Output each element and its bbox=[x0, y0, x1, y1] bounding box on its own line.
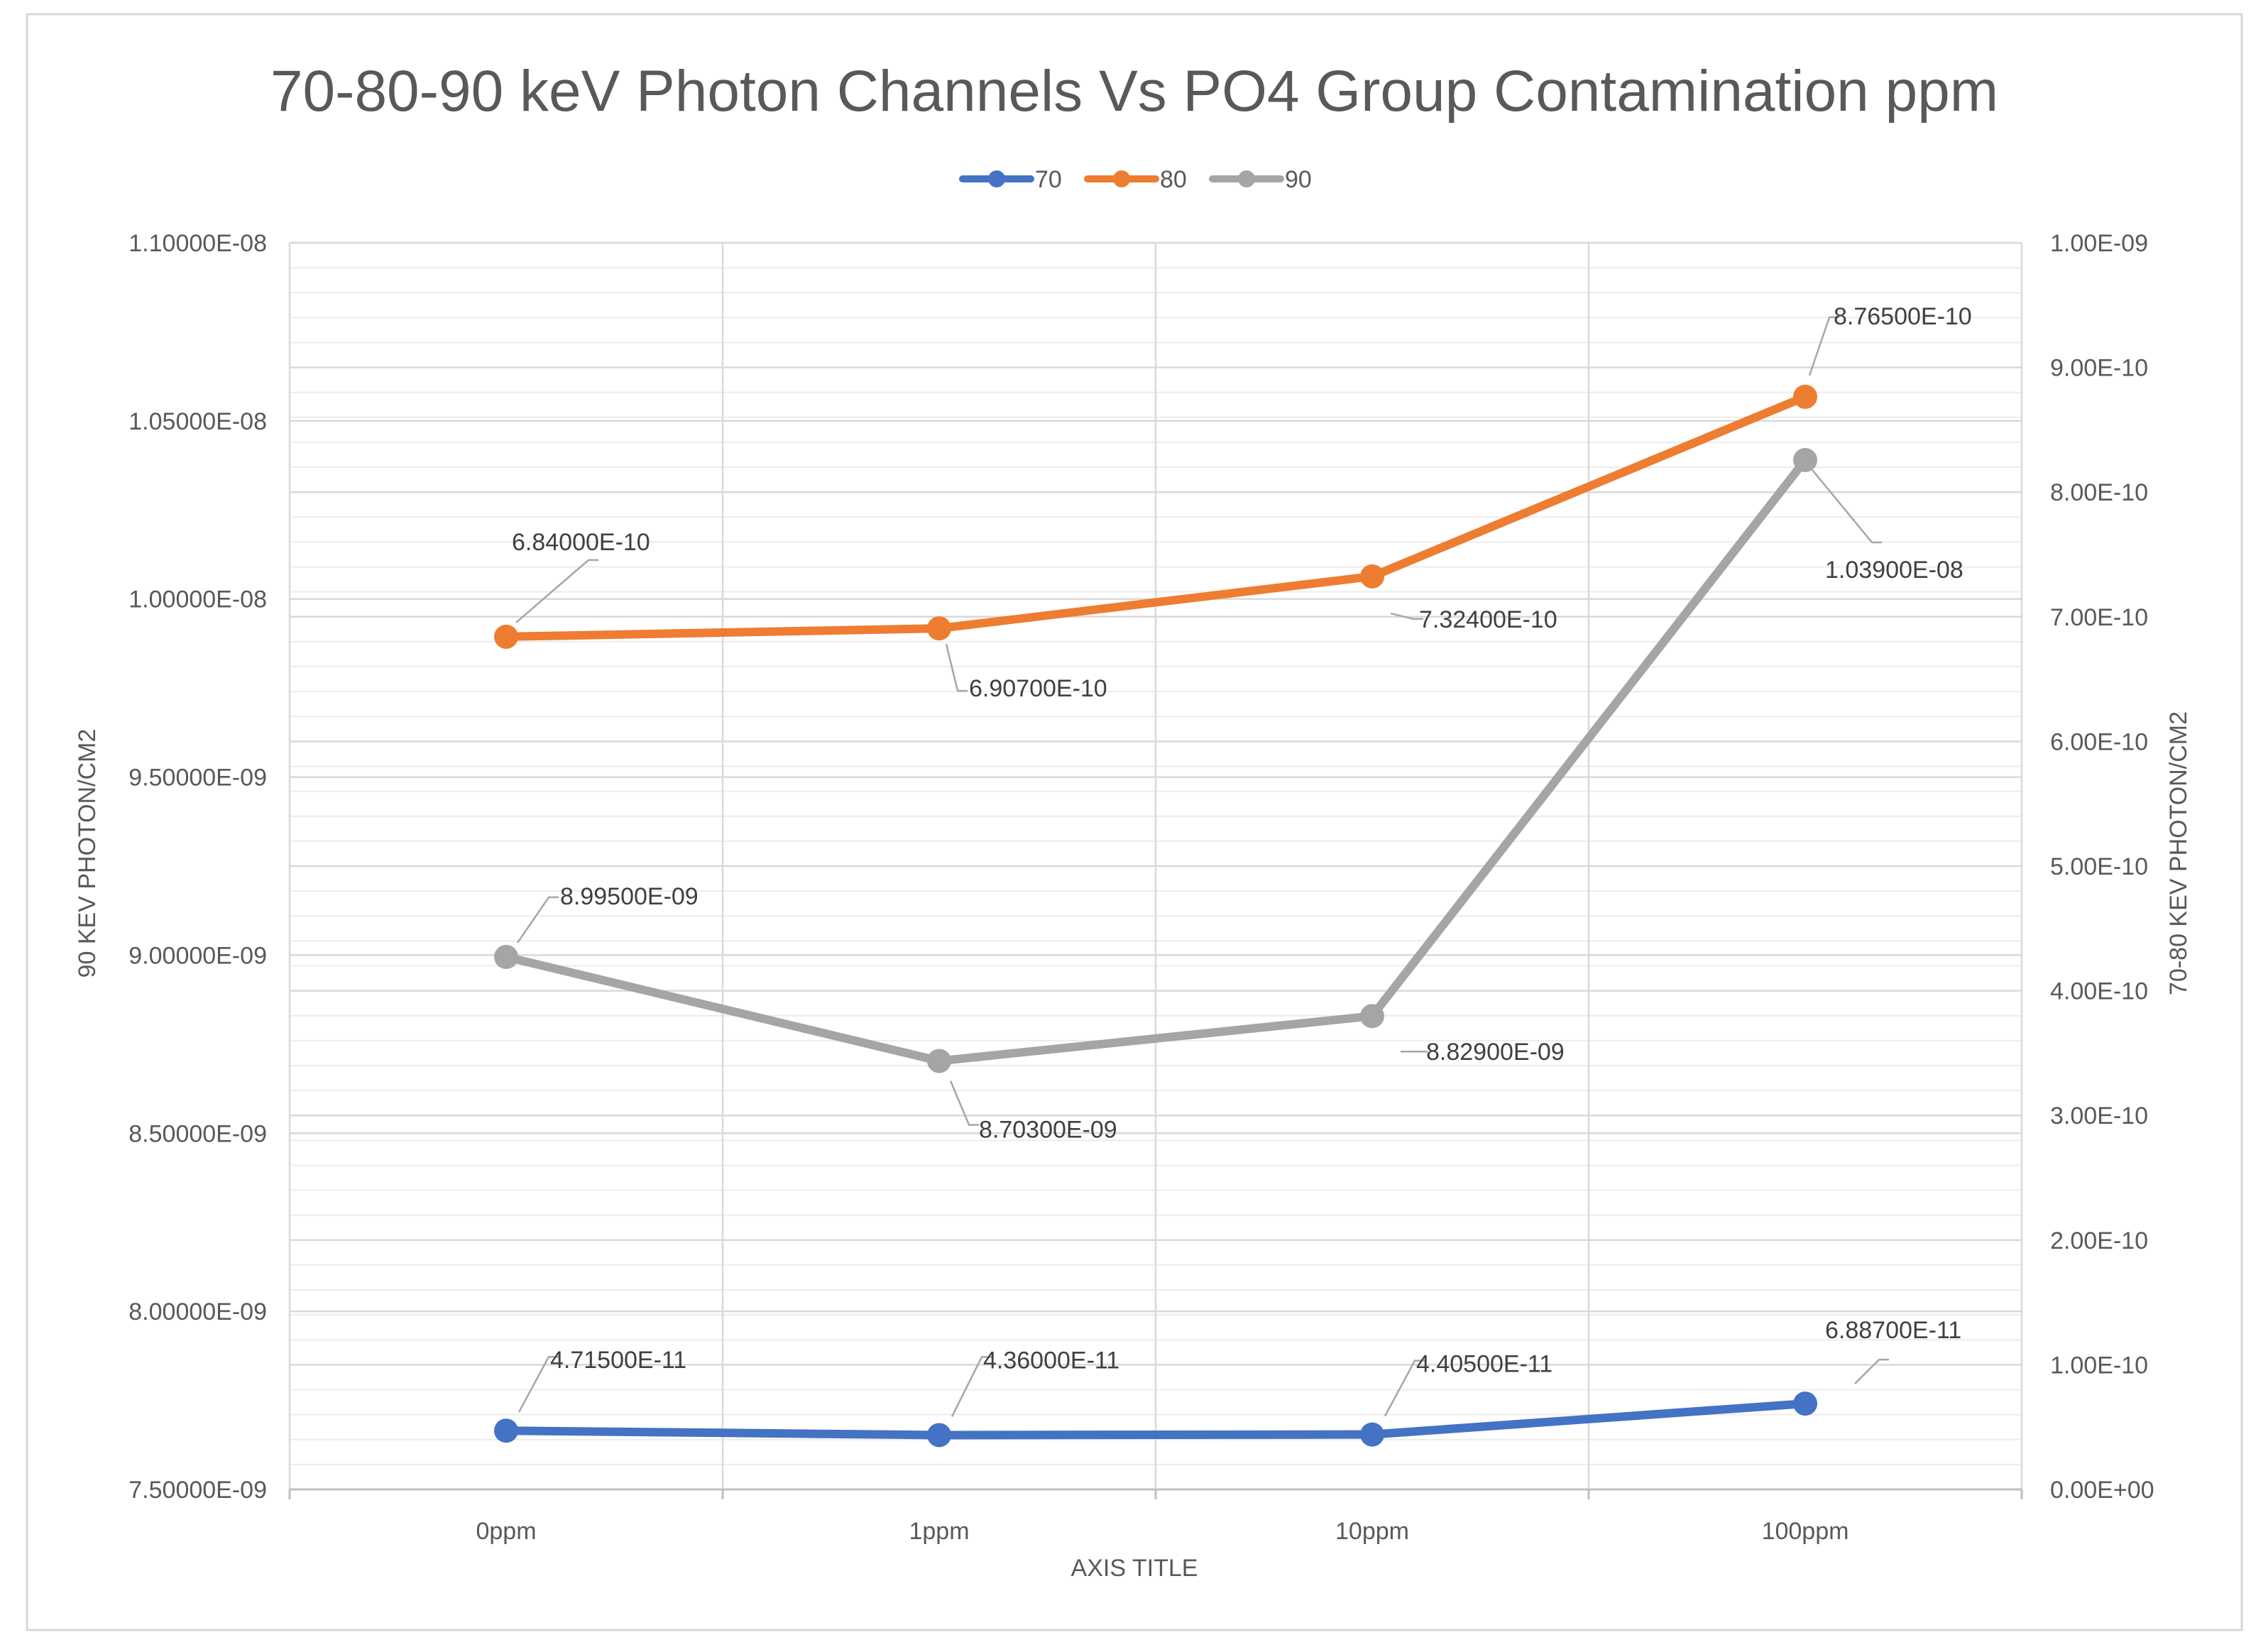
data-point-90-100ppm bbox=[1793, 448, 1817, 473]
series-line-70 bbox=[502, 1399, 1809, 1440]
data-label-leader bbox=[1390, 612, 1423, 620]
legend-swatch-marker bbox=[988, 170, 1005, 187]
left-tick-label: 9.00000E-09 bbox=[128, 942, 267, 969]
data-label-leader bbox=[516, 896, 559, 943]
data-label-70: 4.40500E-11 bbox=[1416, 1351, 1553, 1378]
series-90 bbox=[494, 448, 1817, 1073]
right-tick-label: 2.00E-10 bbox=[2050, 1227, 2148, 1254]
right-tick-label: 1.00E-10 bbox=[2050, 1352, 2148, 1379]
right-tick-label: 0.00E+00 bbox=[2050, 1477, 2154, 1504]
data-label-leader bbox=[951, 1356, 992, 1417]
legend-swatch-marker bbox=[1113, 170, 1130, 187]
left-tick-label: 1.00000E-08 bbox=[128, 586, 267, 613]
right-axis-title: 70-80 KEV PHOTON/CM2 bbox=[2165, 711, 2192, 995]
x-tick-label: 0ppm bbox=[476, 1518, 536, 1545]
data-label-80: 8.76500E-10 bbox=[1834, 303, 1972, 330]
right-tick-label: 4.00E-10 bbox=[2050, 978, 2148, 1005]
data-point-80-0ppm bbox=[494, 624, 518, 649]
legend: 70 80 90 bbox=[959, 166, 1312, 193]
data-point-70-0ppm bbox=[494, 1418, 518, 1443]
legend-label: 70 bbox=[1035, 166, 1062, 193]
left-tick-label: 8.00000E-09 bbox=[128, 1298, 267, 1325]
data-label-80: 7.32400E-10 bbox=[1419, 606, 1557, 633]
left-axis-ticks: 7.50000E-09 8.00000E-09 8.50000E-09 9.00000… bbox=[128, 230, 267, 1504]
x-tick-label: 1ppm bbox=[909, 1518, 969, 1545]
right-tick-label: 3.00E-10 bbox=[2050, 1103, 2148, 1129]
data-label-70: 4.71500E-11 bbox=[550, 1347, 686, 1374]
data-label-leader bbox=[1808, 316, 1839, 376]
data-label-leader bbox=[949, 1080, 979, 1126]
data-point-70-10ppm bbox=[1360, 1422, 1384, 1447]
legend-swatch-marker bbox=[1238, 170, 1255, 187]
x-tick-label: 10ppm bbox=[1335, 1518, 1409, 1545]
legend-label: 90 bbox=[1285, 166, 1312, 193]
data-label-90: 8.70300E-09 bbox=[979, 1116, 1117, 1143]
data-label-leader bbox=[1384, 1360, 1425, 1417]
chart-border bbox=[26, 13, 2243, 1631]
x-axis-ticks: 0ppm 1ppm 10ppm 100ppm bbox=[288, 1488, 2023, 1545]
vertical-gridlines bbox=[288, 243, 2023, 1489]
legend-item: 80 bbox=[1084, 166, 1187, 193]
data-label-70: 4.36000E-11 bbox=[983, 1347, 1119, 1374]
data-point-80-1ppm bbox=[927, 616, 951, 641]
x-axis-title: AXIS TITLE bbox=[1071, 1555, 1198, 1582]
data-label-leader bbox=[1812, 469, 1882, 544]
right-tick-label: 9.00E-10 bbox=[2050, 355, 2148, 382]
data-label-90: 8.82900E-09 bbox=[1426, 1039, 1565, 1066]
legend-label: 80 bbox=[1160, 166, 1187, 193]
data-label-leader bbox=[518, 1355, 559, 1413]
series-80 bbox=[494, 384, 1817, 649]
data-label-80: 6.90700E-10 bbox=[969, 675, 1107, 702]
right-tick-label: 6.00E-10 bbox=[2050, 728, 2148, 755]
series-70 bbox=[494, 1391, 1817, 1448]
data-point-70-100ppm bbox=[1793, 1391, 1817, 1416]
chart-title: 70-80-90 keV Photon Channels Vs PO4 Grou… bbox=[270, 59, 1998, 124]
data-labels: 4.71500E-11 4.36000E-11 4.40500E-11 6.88700… bbox=[512, 303, 1972, 1417]
series-layer bbox=[494, 384, 1817, 1448]
left-tick-label: 1.05000E-08 bbox=[128, 408, 267, 435]
data-point-90-10ppm bbox=[1360, 1004, 1384, 1029]
data-label-90: 1.03900E-08 bbox=[1825, 557, 1964, 584]
data-point-90-0ppm bbox=[494, 944, 518, 969]
data-point-80-100ppm bbox=[1793, 384, 1817, 409]
legend-item: 70 bbox=[959, 166, 1062, 193]
left-tick-label: 1.10000E-08 bbox=[128, 230, 267, 257]
data-label-90: 8.99500E-09 bbox=[560, 883, 699, 910]
legend-item: 90 bbox=[1209, 166, 1312, 193]
data-label-leader bbox=[945, 643, 968, 692]
data-point-90-1ppm bbox=[927, 1049, 951, 1073]
left-tick-label: 8.50000E-09 bbox=[128, 1120, 267, 1147]
right-tick-label: 7.00E-10 bbox=[2050, 604, 2148, 631]
data-label-leader bbox=[1854, 1358, 1889, 1384]
data-point-80-10ppm bbox=[1360, 564, 1384, 589]
left-axis-title: 90 KEV PHOTON/CM2 bbox=[74, 729, 101, 978]
right-tick-label: 5.00E-10 bbox=[2050, 853, 2148, 880]
data-point-70-1ppm bbox=[927, 1423, 951, 1448]
series-line-90 bbox=[502, 456, 1809, 1066]
data-label-70: 6.88700E-11 bbox=[1825, 1317, 1961, 1344]
x-tick-label: 100ppm bbox=[1762, 1518, 1849, 1545]
series-line-80 bbox=[502, 392, 1809, 641]
right-tick-label: 8.00E-10 bbox=[2050, 479, 2148, 506]
data-label-80: 6.84000E-10 bbox=[512, 529, 650, 556]
data-label-leader bbox=[515, 559, 598, 623]
left-tick-label: 7.50000E-09 bbox=[128, 1477, 267, 1504]
right-tick-label: 1.00E-09 bbox=[2050, 230, 2148, 257]
right-axis-ticks: 0.00E+00 1.00E-10 2.00E-10 3.00E-10 4.00E-10… bbox=[2050, 230, 2154, 1504]
left-tick-label: 9.50000E-09 bbox=[128, 765, 267, 792]
